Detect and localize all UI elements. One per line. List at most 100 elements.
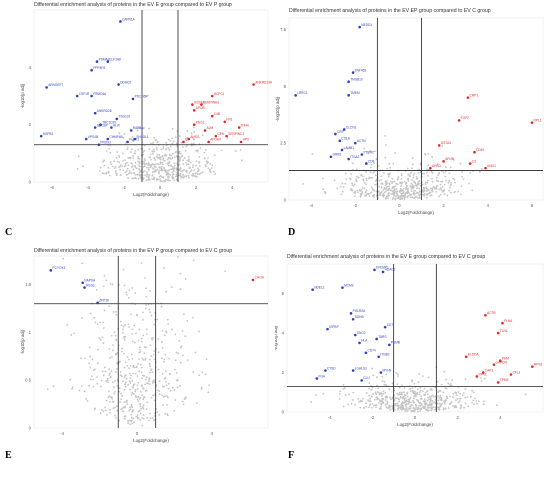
ns-point	[201, 371, 204, 374]
ns-point	[142, 404, 145, 407]
ns-point	[146, 333, 148, 335]
ns-point	[444, 387, 447, 390]
ns-point	[378, 392, 380, 394]
ns-point	[186, 359, 189, 362]
ns-point	[104, 370, 107, 373]
y-tick-label: 2.5	[280, 141, 286, 146]
ns-point	[106, 377, 109, 380]
ns-point	[168, 161, 171, 163]
ns-point	[389, 166, 391, 169]
ns-point	[402, 408, 405, 411]
ns-point	[386, 195, 389, 198]
ns-point	[413, 172, 416, 175]
ns-point	[158, 413, 161, 416]
ns-point	[133, 152, 136, 155]
ns-point	[103, 366, 106, 369]
downregulated-point	[294, 94, 297, 97]
upregulated-point	[473, 150, 476, 154]
ns-point	[155, 163, 158, 166]
ns-point	[198, 330, 201, 333]
ns-point	[135, 396, 138, 399]
ns-point	[454, 181, 456, 184]
downregulated-point	[360, 379, 363, 382]
ns-point	[158, 166, 161, 169]
ns-point	[342, 405, 345, 408]
ns-point	[139, 350, 142, 353]
ns-point	[170, 165, 173, 167]
ns-point	[395, 371, 398, 374]
ns-point	[397, 407, 399, 410]
ns-point	[120, 350, 123, 353]
ns-point	[141, 406, 144, 409]
ns-point	[102, 160, 104, 163]
ns-point	[105, 150, 108, 152]
ns-point	[175, 155, 178, 158]
point-label: KNG1	[196, 120, 205, 124]
ns-point	[339, 390, 341, 393]
ns-point	[192, 142, 195, 145]
ns-point	[457, 401, 460, 404]
ns-point	[152, 336, 154, 339]
ns-point	[422, 189, 424, 192]
ns-point	[449, 402, 451, 405]
ns-point	[393, 180, 396, 183]
ns-point	[142, 417, 145, 420]
ns-point	[439, 187, 442, 189]
ns-point	[356, 189, 358, 192]
upregulated-point	[466, 96, 470, 99]
ns-point	[475, 402, 478, 405]
ns-point	[144, 165, 146, 167]
downregulated-point	[383, 325, 387, 329]
ns-point	[351, 189, 353, 192]
ns-point	[134, 165, 136, 167]
ns-point	[400, 391, 403, 394]
ns-point	[378, 185, 380, 188]
ns-point	[386, 167, 389, 170]
ns-point	[384, 180, 387, 183]
ns-point	[381, 401, 384, 403]
ns-point	[139, 402, 142, 405]
ns-point	[395, 182, 398, 185]
ns-point	[125, 170, 128, 172]
ns-point	[423, 407, 426, 410]
ns-point	[161, 346, 164, 349]
ns-point	[410, 193, 413, 196]
ns-point	[387, 406, 390, 409]
ns-point	[452, 177, 454, 180]
ns-point	[367, 193, 370, 196]
ns-point	[388, 192, 390, 194]
ns-point	[358, 400, 360, 403]
ns-point	[359, 189, 362, 192]
ns-point	[393, 188, 396, 190]
ns-point	[184, 335, 187, 338]
ns-point	[419, 402, 422, 405]
ns-point	[524, 393, 527, 396]
ns-point	[391, 198, 394, 200]
point-label: IGFBP	[329, 325, 339, 329]
ns-point	[153, 163, 156, 166]
y-tick-label: 6	[282, 291, 285, 296]
ns-point	[412, 397, 415, 400]
ns-point	[167, 177, 170, 179]
ns-point	[122, 169, 125, 172]
ns-point	[400, 194, 402, 197]
ns-point	[406, 196, 409, 199]
downregulated-point	[45, 86, 48, 89]
ns-point	[137, 156, 140, 158]
ns-point	[434, 386, 437, 389]
ns-point	[439, 398, 442, 401]
ns-point	[370, 395, 373, 398]
ns-point	[109, 357, 111, 359]
ns-point	[455, 399, 457, 402]
ns-point	[196, 167, 199, 170]
ns-point	[107, 396, 110, 399]
ns-point	[384, 399, 387, 402]
upregulated-point	[499, 359, 502, 362]
ns-point	[128, 326, 130, 328]
ns-point	[381, 375, 384, 378]
ns-point	[418, 196, 421, 199]
ns-point	[383, 380, 386, 383]
ns-point	[112, 407, 115, 410]
ns-point	[419, 407, 422, 410]
ns-point	[127, 422, 130, 425]
